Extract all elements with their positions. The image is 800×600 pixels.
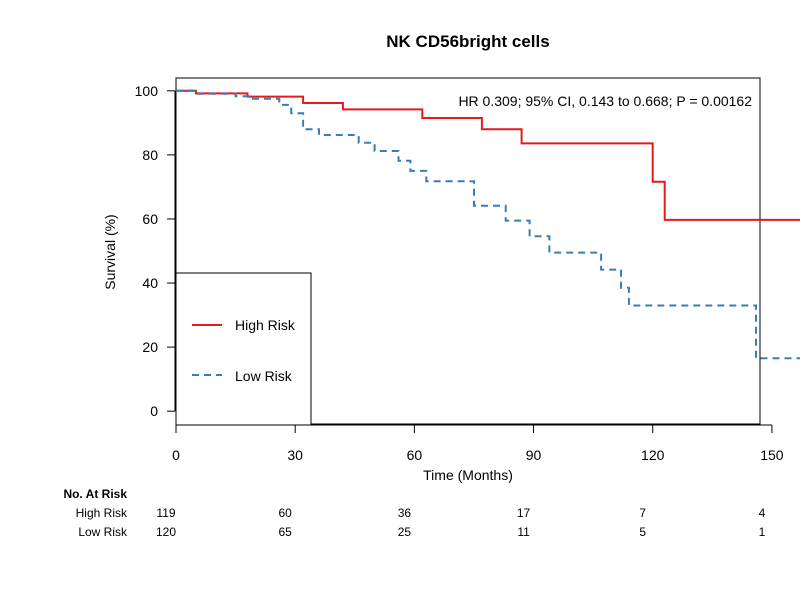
risk-count: 7 <box>639 506 646 520</box>
hazard-ratio-annotation: HR 0.309; 95% CI, 0.143 to 0.668; P = 0.… <box>458 93 752 109</box>
legend-label-high-risk: High Risk <box>235 317 296 333</box>
x-axis-label: Time (Months) <box>423 467 513 483</box>
risk-count: 36 <box>398 506 412 520</box>
risk-row-label: High Risk <box>76 506 128 520</box>
risk-count: 65 <box>279 525 293 539</box>
legend: High Risk Low Risk <box>175 272 312 426</box>
series-layer <box>176 89 800 360</box>
x-tick-label: 0 <box>172 447 180 463</box>
risk-count: 17 <box>517 506 531 520</box>
risk-table-rows: High Risk 119 60 36 17 7 4 Low Risk 120 65 25 11 5 1 <box>76 506 766 539</box>
risk-table: No. At Risk High Risk 119 60 36 17 7 4 Low Risk… <box>63 487 765 539</box>
risk-count: 25 <box>398 525 412 539</box>
x-tick-label: 60 <box>407 447 423 463</box>
risk-count: 120 <box>156 525 176 539</box>
y-tick-label: 40 <box>142 275 158 291</box>
legend-label-low-risk: Low Risk <box>235 368 293 384</box>
y-tick-label: 80 <box>142 147 158 163</box>
risk-table-title: No. At Risk <box>63 487 127 501</box>
y-tick-label: 0 <box>150 403 158 419</box>
risk-count: 11 <box>517 525 530 539</box>
y-axis: 0 20 40 60 80 100 <box>135 83 176 419</box>
y-tick-label: 60 <box>142 211 158 227</box>
x-tick-label: 90 <box>526 447 542 463</box>
survival-curve-low-risk <box>176 89 800 360</box>
x-tick-label: 30 <box>287 447 303 463</box>
chart-title: NK CD56bright cells <box>386 32 549 51</box>
y-tick-label: 20 <box>142 339 158 355</box>
plot-frame <box>175 77 761 425</box>
risk-count: 1 <box>759 525 766 539</box>
legend-box <box>175 272 312 426</box>
risk-count: 4 <box>759 506 766 520</box>
risk-count: 119 <box>156 506 175 520</box>
risk-row-label: Low Risk <box>78 525 128 539</box>
risk-count: 5 <box>639 525 646 539</box>
x-tick-label: 150 <box>760 447 784 463</box>
x-tick-label: 120 <box>641 447 665 463</box>
survival-curve-high-risk <box>176 89 800 221</box>
risk-count: 60 <box>279 506 293 520</box>
y-axis-label: Survival (%) <box>102 214 118 289</box>
y-tick-label: 100 <box>135 83 159 99</box>
x-axis: 0 30 60 90 120 150 <box>172 424 784 463</box>
